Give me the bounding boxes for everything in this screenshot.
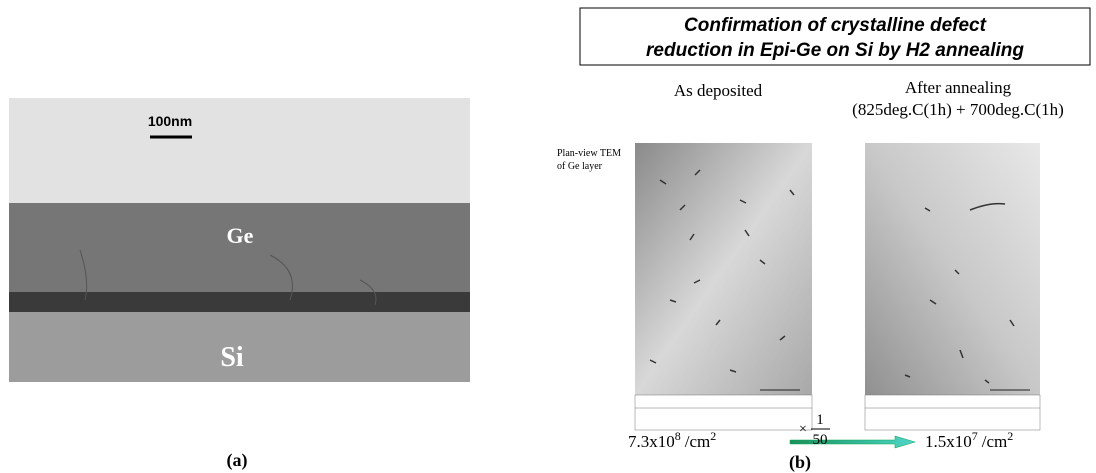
- unit-exponent: 2: [1007, 429, 1013, 443]
- column-subheading: (825deg.C(1h) + 700deg.C(1h): [852, 100, 1064, 119]
- column-heading: After annealing: [905, 78, 1012, 97]
- mantissa: 1.5x10: [925, 432, 972, 451]
- side-label: of Ge layer: [557, 161, 603, 172]
- arrow: [790, 436, 915, 448]
- scale-bar-label: 100nm: [148, 113, 192, 129]
- title-line: Confirmation of crystalline defect: [684, 15, 987, 36]
- column-heading: As deposited: [674, 81, 763, 100]
- title-line: reduction in Epi-Ge on Si by H2 annealin…: [646, 40, 1024, 61]
- side-label: Plan-view TEM: [557, 148, 621, 159]
- defect-density: 1.5x107/cm2: [925, 429, 1013, 451]
- unit-exponent: 2: [710, 429, 716, 443]
- exponent: 7: [972, 429, 978, 443]
- tem-plan-view: [635, 143, 812, 430]
- exponent: 8: [675, 429, 681, 443]
- figure: 100nm Ge Si (a) Confirmation of crystall…: [0, 0, 1096, 473]
- panel-label: (a): [227, 450, 248, 471]
- tem-plan-view: [865, 143, 1040, 430]
- layer-label: Ge: [227, 223, 254, 248]
- factor-numerator: 1: [816, 412, 824, 428]
- defect-density: 7.3x108/cm2: [628, 429, 716, 451]
- layer-label: Si: [220, 342, 244, 373]
- unit: /cm: [685, 432, 711, 451]
- mantissa: 7.3x10: [628, 432, 675, 451]
- unit: /cm: [982, 432, 1008, 451]
- factor-denominator: 50: [813, 432, 828, 448]
- factor-symbol: ×: [799, 422, 807, 437]
- panel-label: (b): [789, 452, 811, 473]
